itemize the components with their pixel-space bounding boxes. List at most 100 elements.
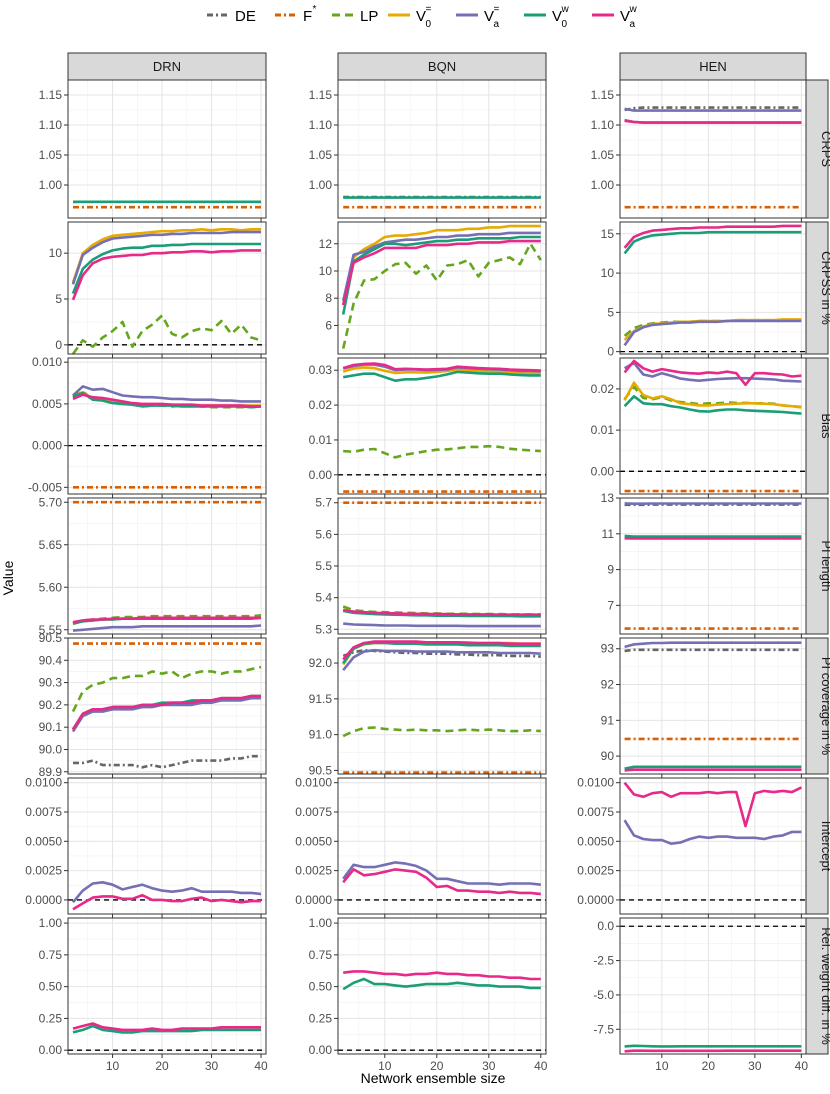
row-strip-label: PI length (819, 540, 830, 591)
series-line-Vae (624, 641, 802, 649)
series-line-Vae (342, 648, 541, 672)
y-tick-label: 90 (601, 749, 615, 763)
y-tick-label: 0.0000 (295, 893, 332, 907)
y-tick-label: 5.55 (39, 623, 63, 637)
panel: 90.5 91.0 91.5 92.0 (309, 637, 547, 778)
legend-item-F: F * (275, 4, 317, 25)
y-tick-label: 90.4 (39, 653, 63, 667)
y-tick-label: 1.15 (39, 88, 63, 102)
series-line-Vaw (343, 609, 541, 617)
panel-border (67, 497, 267, 635)
panel: 0.00 0.25 0.50 0.75 1.00 10 20 30 40 (39, 916, 268, 1073)
column-strip-label: HEN (699, 59, 726, 74)
panel-border (619, 777, 807, 915)
y-tick-label: 92 (601, 678, 615, 692)
series-line-Vae (342, 861, 541, 887)
legend-subscript: a (630, 19, 636, 30)
series-line-LP (343, 444, 541, 459)
y-tick-label: 5.65 (39, 538, 63, 552)
y-tick-label: 90.2 (39, 698, 63, 712)
series-line-DE (624, 648, 802, 653)
y-tick-label: 5.70 (39, 495, 63, 509)
panel: 90 91 92 93 (601, 637, 807, 778)
series-line-V0e (71, 228, 261, 283)
series-line-V0w (342, 370, 541, 383)
x-tick-label: 30 (748, 1059, 762, 1073)
panel: 0.0000 0.0025 0.0050 0.0075 0.0100 (295, 776, 547, 918)
facet-panels: DRN BQN HEN CRPS CRPSS in % Bias PI length PI c… (25, 52, 830, 1073)
y-tick-label: 10 (49, 246, 63, 260)
row-strip-label: PI coverage in % (819, 657, 830, 756)
legend-subscript: a (494, 19, 500, 30)
y-tick-label: 15 (601, 227, 615, 241)
y-tick-label: 0.00 (591, 464, 615, 478)
y-tick-label: 5 (55, 292, 62, 306)
y-tick-label: 1.10 (591, 118, 615, 132)
legend-item-LP: LP (332, 8, 378, 25)
series-line-Vae (343, 622, 541, 628)
series-line-V0w (623, 394, 802, 415)
y-tick-label: 0.0075 (577, 805, 614, 819)
y-tick-label: 0.75 (309, 948, 333, 962)
panel-border (337, 357, 547, 495)
y-tick-label: 0.0100 (25, 776, 62, 790)
series-line-V0w (624, 765, 802, 770)
panel: 0.0000 0.0025 0.0050 0.0075 0.0100 (25, 776, 267, 918)
y-tick-label: 0.0100 (295, 776, 332, 790)
y-tick-label: 93 (601, 642, 615, 656)
column-strip: HEN (619, 52, 807, 81)
y-axis-label: Value (0, 560, 16, 595)
row-strip: Bias (805, 357, 830, 495)
y-tick-label: 1.05 (39, 148, 63, 162)
y-tick-label: 0.005 (32, 397, 62, 411)
series-line-Vae (72, 385, 261, 403)
panel: 5.3 5.4 5.5 5.6 5.7 (315, 496, 547, 638)
series-line-Vaw (342, 640, 541, 661)
y-tick-label: 11 (602, 527, 615, 541)
panel-border (619, 637, 807, 775)
row-strip-label: CRPSS in % (819, 251, 830, 325)
x-tick-label: 10 (106, 1059, 120, 1073)
x-tick-label: 20 (430, 1059, 444, 1073)
y-tick-label: 5 (607, 305, 614, 319)
y-tick-label: 1.00 (39, 178, 63, 192)
legend-label: DE (235, 8, 256, 25)
series-line-DE (73, 754, 261, 769)
y-tick-label: 0.000 (32, 439, 62, 453)
panel-border (337, 917, 547, 1055)
panel: 7 9 11 13 (601, 491, 807, 638)
series-line-Vaw (341, 239, 541, 306)
column-strip: DRN (67, 52, 267, 81)
column-strip-label: BQN (428, 59, 456, 74)
y-tick-label: 0.00 (309, 1043, 333, 1057)
panel-border (619, 221, 807, 355)
y-tick-label: 0.0025 (25, 864, 62, 878)
panel: 0 5 10 15 (601, 221, 807, 359)
y-tick-label: 0.01 (591, 423, 615, 437)
y-tick-label: 12 (319, 237, 333, 251)
y-tick-label: 1.05 (309, 148, 333, 162)
y-tick-label: 91.5 (309, 692, 333, 706)
series-line-V0w (623, 230, 802, 255)
series-line-Vaw (71, 249, 261, 301)
y-tick-label: 1.00 (591, 178, 615, 192)
x-tick-label: 10 (378, 1059, 392, 1073)
panel: 1.00 1.05 1.10 1.15 (309, 79, 547, 222)
series-line-Vaw (623, 781, 802, 828)
y-tick-label: 0 (607, 345, 614, 359)
x-tick-label: 30 (205, 1059, 219, 1073)
series-line-V0w (342, 641, 541, 664)
series-line-LP (341, 242, 542, 349)
panel: 1.00 1.05 1.10 1.15 (591, 79, 807, 222)
series-line-Vaw (623, 359, 802, 387)
x-tick-label: 40 (534, 1059, 548, 1073)
series-line-Vae (71, 230, 261, 285)
x-tick-label: 20 (155, 1059, 169, 1073)
panel-border (337, 79, 547, 219)
panel: 89.9 90.0 90.1 90.2 90.3 90.4 90.5 (39, 631, 267, 779)
series-line-Vaw (72, 616, 261, 624)
series-line-Vae (72, 624, 262, 632)
panel: 5.55 5.60 5.65 5.70 (39, 495, 267, 638)
row-strip: PI coverage in % (805, 637, 830, 775)
